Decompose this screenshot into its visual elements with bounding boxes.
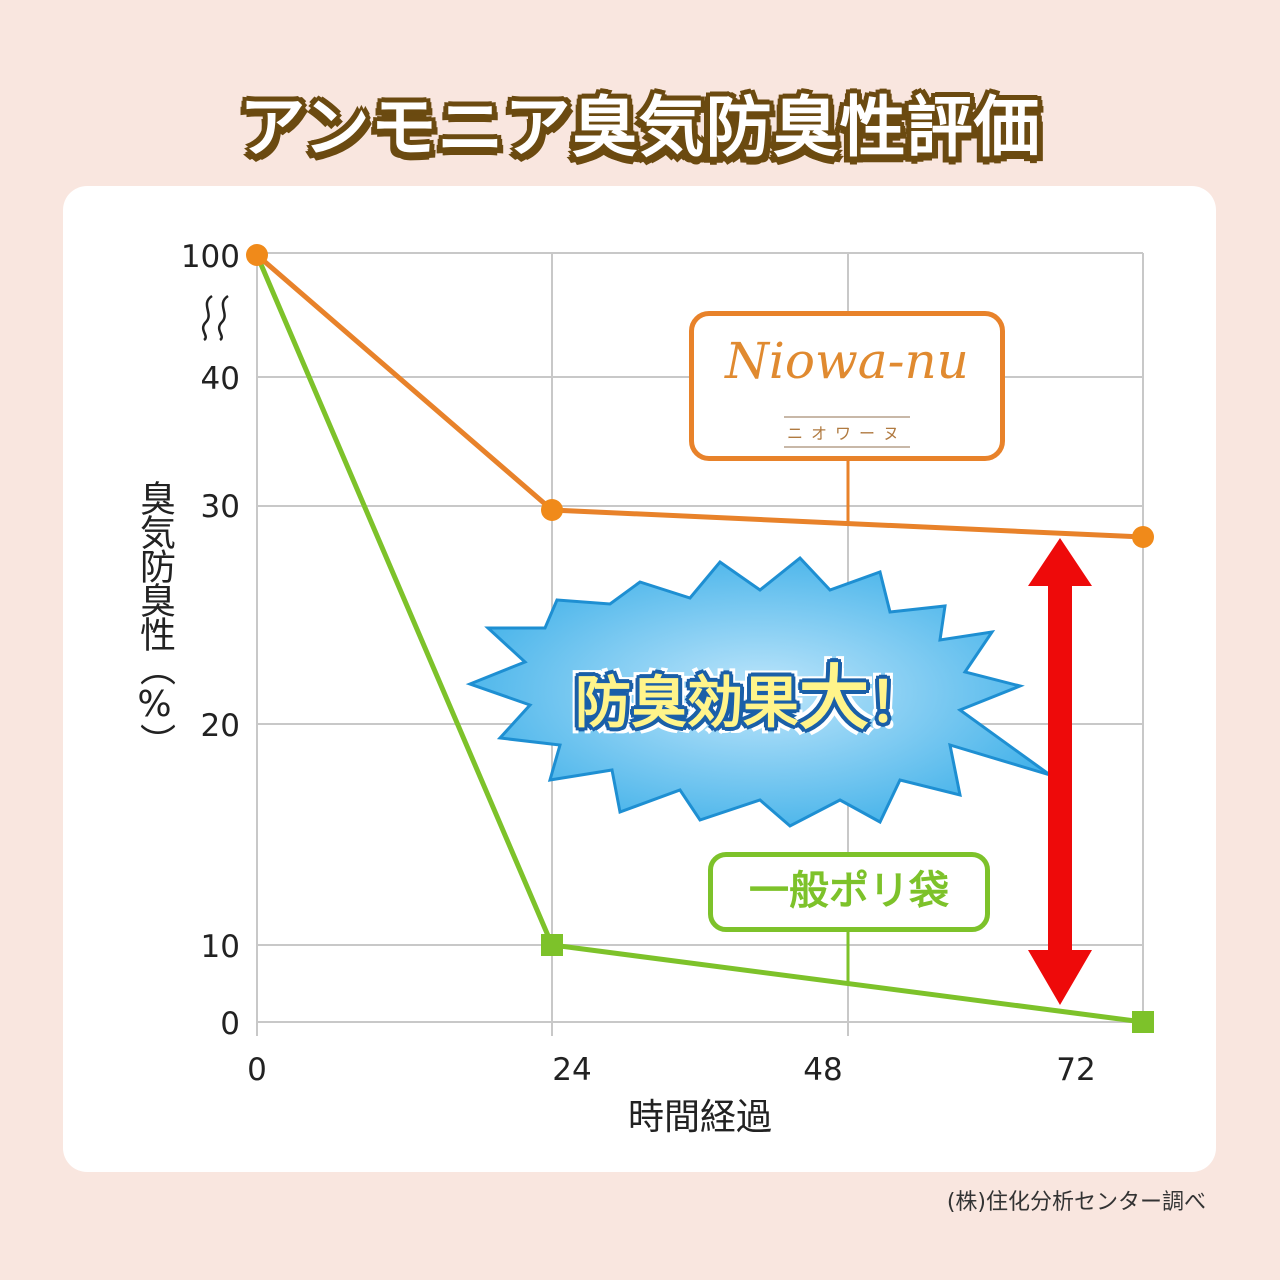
source-note: (株)住化分析センター調べ bbox=[946, 1190, 1206, 1215]
x-axis-ticks: 0 24 48 72 bbox=[247, 1052, 1096, 1088]
y-tick-10: 10 bbox=[201, 929, 240, 965]
y-tick-30: 30 bbox=[201, 489, 240, 525]
niowa-marker-0 bbox=[246, 244, 268, 266]
poly-legend-label: 一般ポリ袋 bbox=[708, 852, 990, 932]
x-tick-0: 0 bbox=[247, 1052, 267, 1088]
x-tick-24: 24 bbox=[552, 1052, 591, 1088]
callout-text: 防臭効果大！ bbox=[560, 642, 940, 743]
x-tick-48: 48 bbox=[803, 1052, 842, 1088]
callout-exclaim: ！ bbox=[869, 671, 925, 736]
x-axis-label: 時間経過 bbox=[627, 1097, 772, 1138]
axis-break-icon bbox=[201, 294, 229, 342]
niowa-legend-label: Niowa-nu ニオワーヌ bbox=[689, 311, 1005, 461]
niowa-marker-24 bbox=[541, 499, 563, 521]
poly-marker-24 bbox=[541, 934, 563, 956]
y-tick-0: 0 bbox=[220, 1006, 240, 1042]
y-axis-label: 臭気防臭性（%） bbox=[134, 480, 175, 757]
x-tick-72: 72 bbox=[1056, 1052, 1095, 1088]
niowa-marker-72 bbox=[1132, 526, 1154, 548]
y-axis-ticks: 100 40 30 20 10 0 bbox=[181, 239, 240, 1042]
y-tick-20: 20 bbox=[201, 708, 240, 744]
callout-big: 大 bbox=[799, 657, 869, 739]
gap-arrow-icon bbox=[1028, 538, 1092, 1005]
burst-shape-icon bbox=[465, 555, 1051, 828]
y-tick-100: 100 bbox=[181, 239, 240, 275]
y-tick-40: 40 bbox=[201, 361, 240, 397]
poly-marker-72 bbox=[1132, 1011, 1154, 1033]
chart-title: アンモニア臭気防臭性評価 bbox=[239, 89, 1041, 166]
niowa-katakana-text: ニオワーヌ bbox=[784, 416, 910, 448]
niowa-logo-text: Niowa-nu bbox=[725, 332, 969, 390]
callout-main: 防臭効果 bbox=[575, 671, 799, 736]
